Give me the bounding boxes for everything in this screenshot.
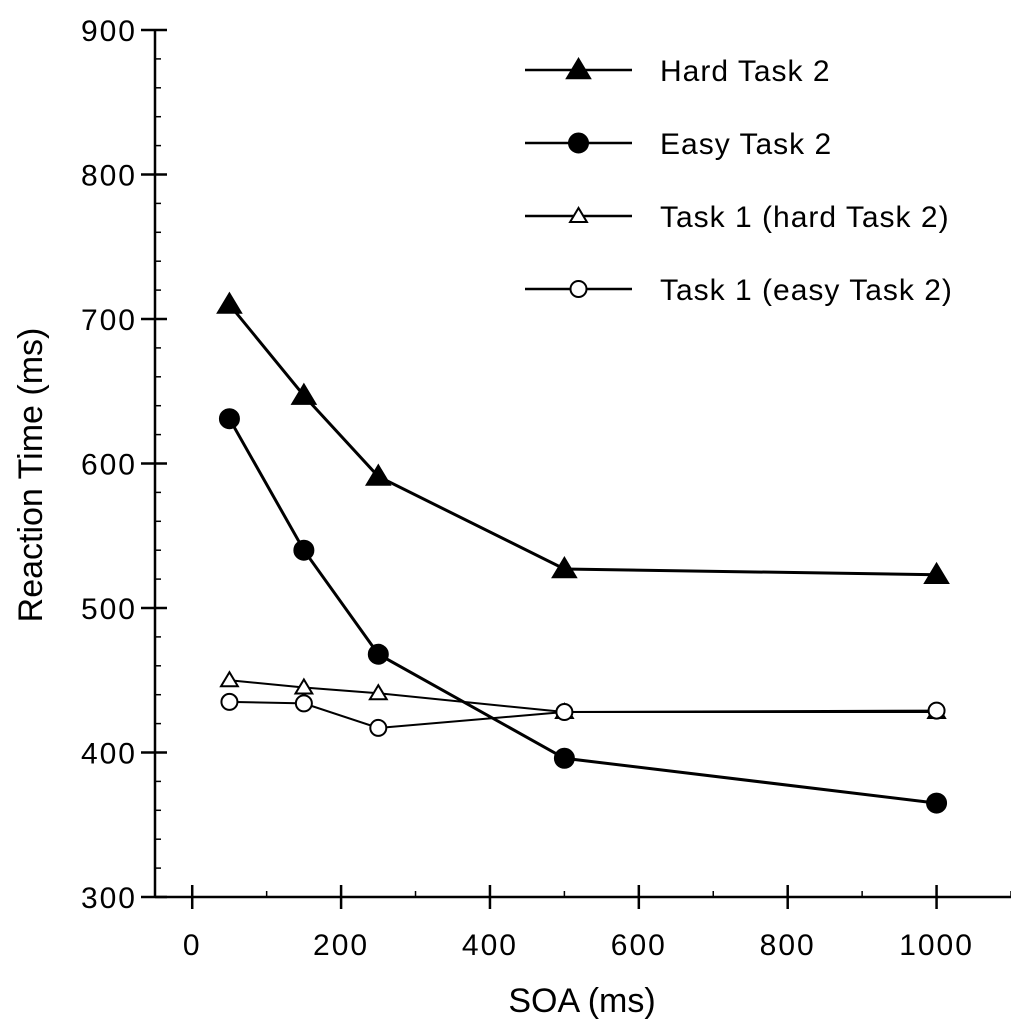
y-axis-title: Reaction Time (ms) — [12, 328, 50, 623]
data-point — [218, 408, 240, 430]
x-tick-label: 800 — [760, 929, 816, 962]
data-point — [293, 539, 315, 561]
legend-item: Task 1 (hard Task 2) — [525, 201, 950, 234]
data-point — [220, 692, 239, 711]
legend-marker — [568, 132, 589, 154]
x-tick-label: 400 — [462, 929, 518, 962]
y-tick-label: 400 — [81, 738, 137, 771]
series-line — [228, 417, 937, 805]
data-point — [926, 792, 948, 814]
series-line — [229, 700, 937, 729]
x-tick-label: 600 — [611, 929, 667, 962]
plot-frame — [153, 30, 1011, 899]
legend-label: Task 1 (easy Task 2) — [660, 274, 953, 307]
series-1 — [216, 291, 950, 585]
y-tick-label: 700 — [81, 304, 137, 337]
legend: Hard Task 2 Easy Task 2 Task 1 (hard Task … — [525, 55, 953, 307]
data-point — [551, 556, 578, 579]
y-tick-label: 600 — [81, 449, 137, 482]
y-tick-label: 500 — [81, 593, 137, 626]
data-point — [923, 561, 950, 585]
legend-marker — [565, 57, 592, 80]
y-tick-label: 900 — [81, 15, 137, 48]
legend-item: Easy Task 2 — [525, 128, 832, 161]
data-point — [219, 670, 240, 688]
data-point — [216, 291, 243, 314]
legend-item: Hard Task 2 — [525, 55, 831, 88]
legend-item: Task 1 (easy Task 2) — [525, 274, 953, 307]
series-layer — [216, 291, 950, 814]
legend-label: Hard Task 2 — [660, 55, 831, 88]
data-point — [367, 643, 389, 665]
data-point — [294, 694, 313, 713]
series-4 — [220, 692, 946, 737]
x-tick-label: 0 — [183, 929, 202, 962]
x-tick-label: 1000 — [899, 929, 974, 962]
y-tick-label: 300 — [81, 882, 137, 915]
series-line — [228, 303, 937, 577]
x-axis: 0 200 400 600 800 1000 — [183, 885, 1011, 962]
data-point — [369, 718, 388, 737]
data-point — [364, 463, 392, 486]
series-2 — [218, 408, 948, 814]
y-axis: 300 400 500 600 700 800 900 — [81, 15, 167, 915]
data-point — [368, 683, 389, 701]
data-point — [553, 747, 575, 769]
data-point — [927, 701, 946, 720]
legend-marker — [569, 280, 588, 298]
legend-label: Easy Task 2 — [660, 128, 832, 161]
data-point — [293, 677, 315, 695]
legend-marker — [568, 206, 589, 223]
x-axis-title: SOA (ms) — [508, 982, 655, 1020]
series-line — [229, 679, 937, 714]
data-point — [290, 382, 318, 405]
x-tick-label: 200 — [313, 929, 369, 962]
data-point — [555, 703, 574, 722]
legend-label: Task 1 (hard Task 2) — [660, 201, 950, 234]
y-tick-label: 800 — [81, 160, 137, 193]
